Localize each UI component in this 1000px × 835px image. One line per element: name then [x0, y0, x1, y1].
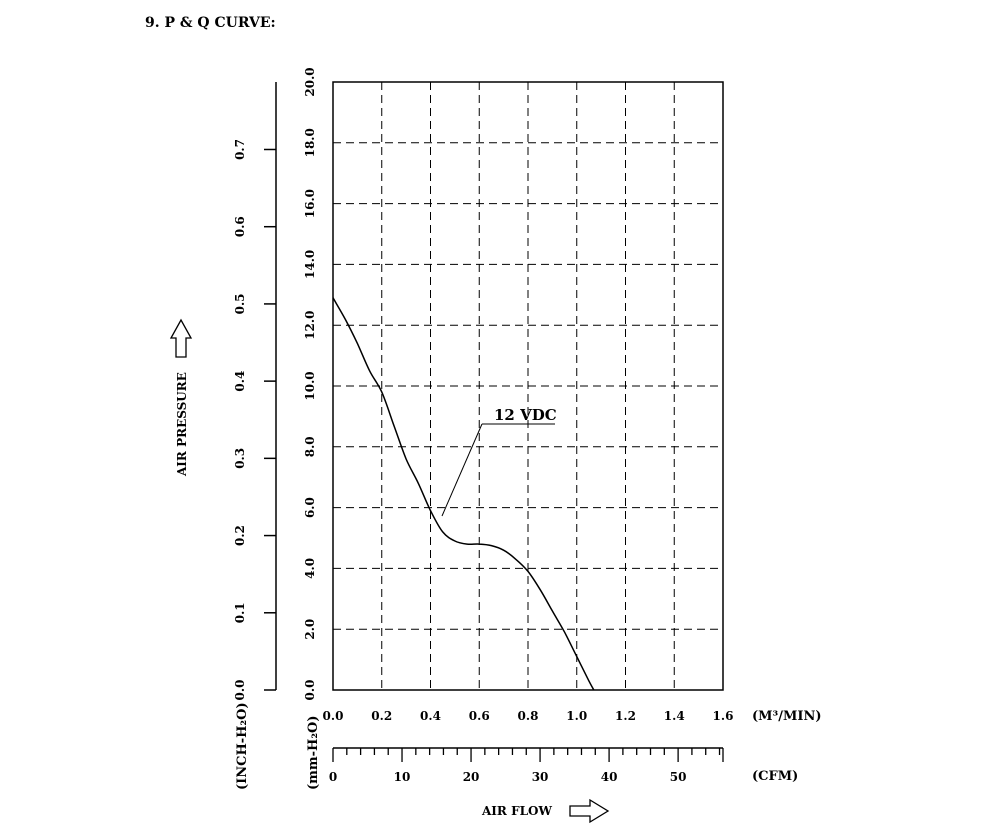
x-tick-label-m3: 0.0 — [323, 709, 344, 723]
y-tick-label-inch: 0.6 — [233, 216, 247, 237]
x-tick-label-m3: 0.4 — [420, 709, 441, 723]
y-tick-label-inch: 0.4 — [233, 371, 247, 392]
series-label-12vdc: 12 VDC — [494, 406, 557, 424]
x-tick-label-m3: 1.2 — [615, 709, 636, 723]
y-tick-label-mm: 6.0 — [303, 497, 317, 518]
y-tick-label-mm: 20.0 — [303, 67, 317, 96]
y-unit-primary: (mm-H₂O) — [306, 715, 321, 790]
x-tick-label-m3: 0.2 — [371, 709, 392, 723]
x-axis-title: AIR FLOW — [481, 804, 552, 818]
y-tick-label-inch: 0.1 — [233, 602, 247, 623]
arrow-up-icon — [169, 318, 193, 358]
x-tick-label-cfm: 10 — [394, 770, 411, 784]
x-tick-label-m3: 1.0 — [566, 709, 587, 723]
x-tick-label-cfm: 0 — [329, 770, 337, 784]
x-tick-label-m3: 1.4 — [664, 709, 685, 723]
x-tick-label-cfm: 20 — [463, 770, 480, 784]
x-tick-label-cfm: 40 — [601, 770, 618, 784]
arrow-right-icon — [569, 798, 610, 824]
y-tick-label-inch: 0.7 — [233, 139, 247, 160]
y-tick-label-inch: 0.0 — [233, 680, 247, 701]
x-tick-label-m3: 0.6 — [469, 709, 490, 723]
y-tick-label-mm: 2.0 — [303, 619, 317, 640]
y-tick-label-mm: 18.0 — [303, 128, 317, 157]
grid-lines — [333, 82, 723, 690]
x-tick-label-m3: 0.8 — [518, 709, 539, 723]
page-heading: 9. P & Q CURVE: — [145, 15, 276, 31]
y-tick-label-inch: 0.3 — [233, 448, 247, 469]
y-axis-title: AIR PRESSURE — [175, 372, 189, 477]
x-unit-secondary: (CFM) — [752, 769, 798, 784]
m3-min-axis: 0.0 0.2 0.4 0.6 0.8 1.0 1.2 1.4 1.6 — [323, 709, 734, 723]
mm-h2o-axis: 0.0 2.0 4.0 6.0 8.0 10.0 12.0 14.0 16.0 18.0 20.0 — [303, 67, 317, 700]
y-tick-label-mm: 12.0 — [303, 311, 317, 340]
y-tick-label-mm: 8.0 — [303, 436, 317, 457]
y-unit-secondary: (INCH-H₂O) — [235, 702, 250, 790]
cfm-axis: 0 10 20 30 40 50 — [329, 747, 724, 784]
x-tick-label-m3: 1.6 — [713, 709, 734, 723]
x-unit-primary: (M³/MIN) — [752, 709, 822, 724]
y-tick-label-inch: 0.2 — [233, 525, 247, 546]
y-tick-label-mm: 0.0 — [303, 680, 317, 701]
series-curve-12vdc — [332, 297, 595, 691]
inch-h2o-axis: 0.0 0.1 0.2 0.3 0.4 0.5 0.6 0.7 — [233, 82, 277, 701]
x-tick-label-cfm: 50 — [670, 770, 687, 784]
y-tick-label-mm: 4.0 — [303, 558, 317, 579]
y-tick-label-mm: 10.0 — [303, 371, 317, 400]
callout-leader — [441, 423, 483, 517]
x-tick-label-cfm: 30 — [532, 770, 549, 784]
y-tick-label-mm: 14.0 — [303, 250, 317, 279]
y-tick-label-mm: 16.0 — [303, 189, 317, 218]
y-tick-label-inch: 0.5 — [233, 293, 247, 314]
